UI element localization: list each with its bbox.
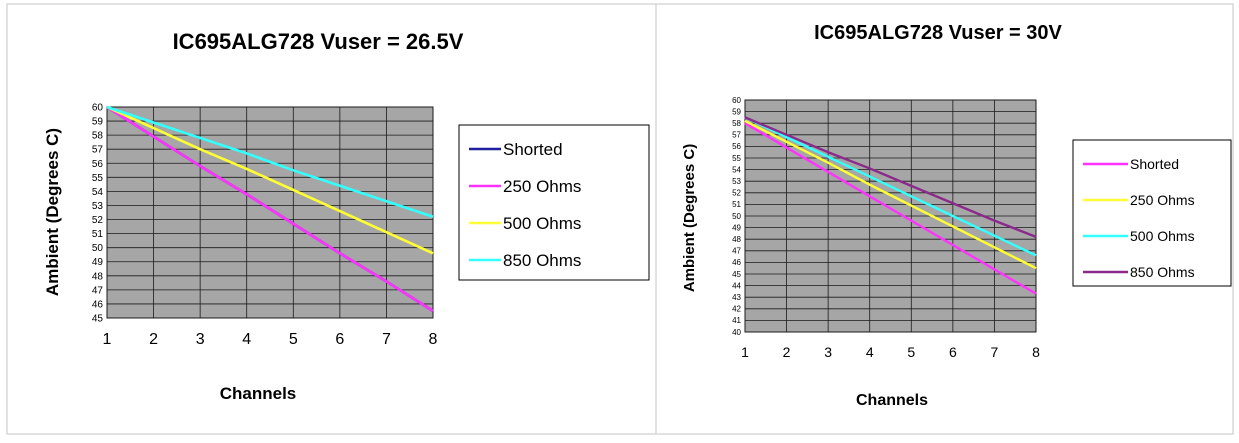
y-tick-label: 56 (92, 159, 104, 170)
x-tick-label: 5 (907, 344, 915, 360)
y-tick-label: 41 (732, 316, 741, 325)
x-tick-label: 6 (335, 331, 344, 348)
y-tick-label: 40 (732, 328, 741, 337)
y-tick-label: 60 (92, 103, 104, 114)
y-tick-label: 46 (732, 258, 741, 267)
x-tick-label: 5 (289, 331, 298, 348)
x-tick-label: 2 (149, 331, 158, 348)
y-tick-label: 51 (92, 229, 104, 240)
series-line-250-ohms (744, 119, 1037, 270)
y-tick-label: 49 (92, 257, 104, 268)
y-tick-label: 45 (732, 270, 741, 279)
y-tick-label: 50 (92, 243, 104, 254)
y-tick-label: 55 (732, 154, 741, 163)
series-line-500-ohms (106, 105, 434, 255)
x-axis-label: Channels (220, 384, 297, 403)
x-tick-label: 1 (741, 344, 749, 360)
y-tick-label: 48 (732, 235, 741, 244)
x-tick-label: 4 (866, 344, 874, 360)
legend-label: 500 Ohms (1130, 228, 1195, 244)
series-line-850-ohms (744, 116, 1037, 238)
y-axis-label: Ambient (Degrees C) (681, 144, 698, 292)
y-tick-label: 52 (732, 189, 741, 198)
y-tick-label: 43 (732, 293, 741, 302)
y-tick-label: 58 (732, 119, 741, 128)
chart-vuser-30: IC695ALG728 Vuser = 30V Ambient (Degrees… (681, 22, 1232, 409)
x-tick-label: 8 (1032, 344, 1040, 360)
y-tick-label: 42 (732, 305, 741, 314)
y-tick-label: 57 (732, 131, 741, 140)
y-tick-label: 52 (92, 215, 104, 226)
y-tick-label: 58 (92, 131, 104, 142)
plot-border (106, 106, 434, 319)
legend-label: 850 Ohms (1130, 264, 1195, 280)
y-tick-label: 59 (732, 107, 741, 116)
x-tick-label: 7 (991, 344, 999, 360)
plot-border (744, 99, 1037, 333)
y-tick-label: 53 (92, 201, 104, 212)
x-tick-label: 8 (429, 331, 438, 348)
y-tick-label: 44 (732, 281, 741, 290)
chart-title: IC695ALG728 Vuser = 26.5V (173, 29, 464, 54)
plot-area: 4041424344454647484950515253545556575859… (732, 96, 1040, 360)
x-tick-label: 2 (783, 344, 791, 360)
y-tick-label: 50 (732, 212, 741, 221)
y-tick-label: 54 (92, 187, 104, 198)
series-line-shorted (744, 122, 1037, 295)
chart-title: IC695ALG728 Vuser = 30V (814, 22, 1062, 44)
legend-label: 850 Ohms (503, 251, 581, 270)
y-tick-label: 56 (732, 142, 741, 151)
y-tick-label: 51 (732, 200, 741, 209)
series-line-500-ohms (744, 116, 1037, 257)
y-tick-label: 47 (732, 247, 741, 256)
chart-vuser-26-5: IC695ALG728 Vuser = 26.5V Ambient (Degre… (43, 29, 650, 403)
y-tick-label: 60 (732, 96, 741, 105)
y-axis-label: Ambient (Degrees C) (43, 128, 62, 296)
legend-label: Shorted (503, 140, 563, 159)
series-line-250-ohms (106, 105, 434, 313)
legend-label: Shorted (1130, 156, 1179, 172)
y-tick-label: 57 (92, 145, 104, 156)
y-tick-label: 53 (732, 177, 741, 186)
x-axis-label: Channels (856, 392, 928, 409)
y-tick-label: 54 (732, 165, 741, 174)
y-tick-label: 46 (92, 299, 104, 310)
y-tick-label: 55 (92, 173, 104, 184)
legend-label: 250 Ohms (503, 177, 581, 196)
x-tick-label: 6 (949, 344, 957, 360)
x-tick-label: 1 (103, 331, 112, 348)
y-tick-label: 49 (732, 223, 741, 232)
legend-label: 250 Ohms (1130, 192, 1195, 208)
legend-box (458, 124, 650, 281)
x-tick-label: 3 (824, 344, 832, 360)
legend: Shorted 250 Ohms 500 Ohms 850 Ohms (458, 124, 650, 281)
y-tick-label: 47 (92, 285, 104, 296)
legend-label: 500 Ohms (503, 214, 581, 233)
x-tick-label: 4 (242, 331, 251, 348)
x-tick-label: 3 (196, 331, 205, 348)
y-tick-label: 45 (92, 314, 104, 325)
y-tick-label: 48 (92, 271, 104, 282)
series-line-850-ohms (106, 105, 434, 218)
y-tick-label: 59 (92, 117, 104, 128)
x-tick-label: 7 (382, 331, 391, 348)
legend: Shorted 250 Ohms 500 Ohms 850 Ohms (1072, 139, 1232, 287)
